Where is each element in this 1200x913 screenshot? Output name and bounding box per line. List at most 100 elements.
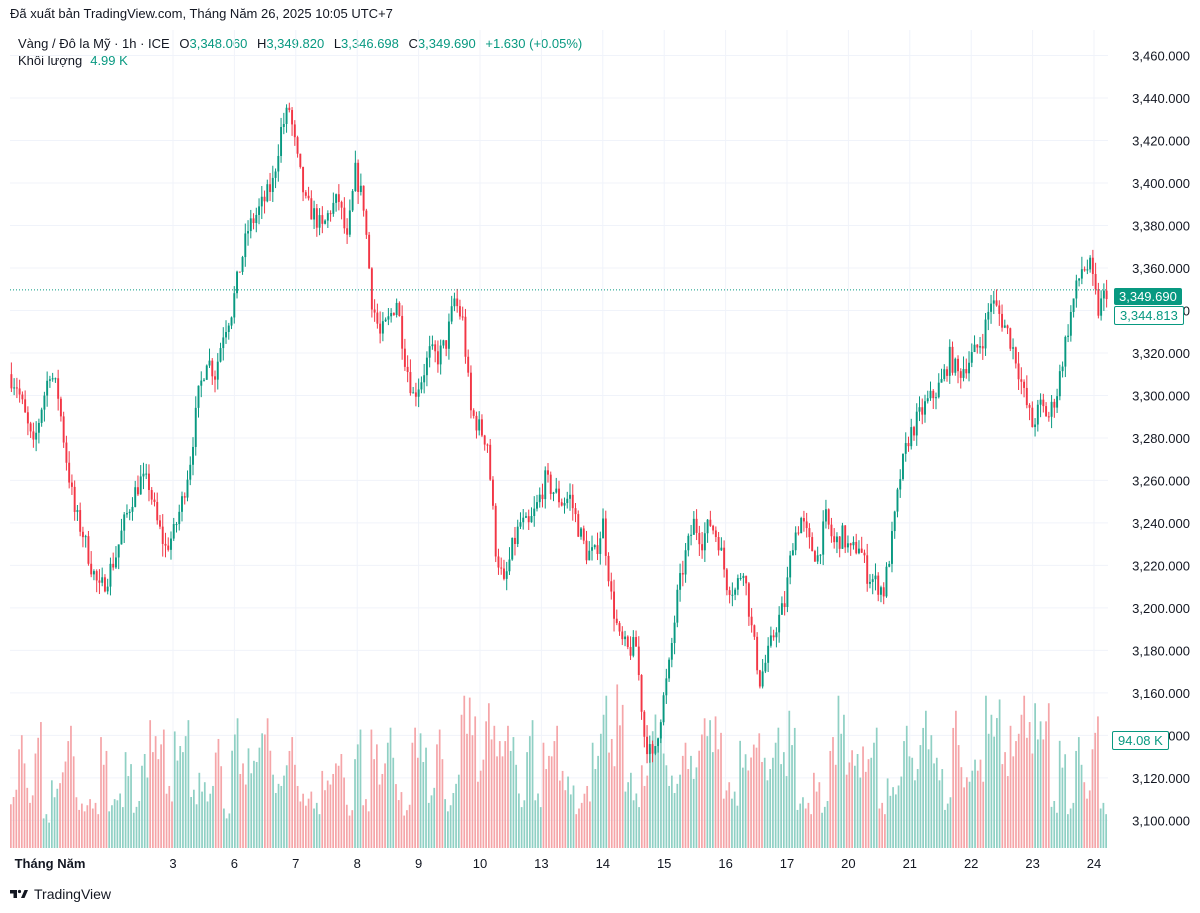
candle-body xyxy=(802,518,805,522)
candle-body xyxy=(913,427,915,436)
volume-bar xyxy=(81,803,83,848)
volume-bar xyxy=(50,780,53,848)
candle-body xyxy=(582,528,585,541)
volume-bar xyxy=(124,752,127,848)
candle-body xyxy=(646,736,649,755)
candle-body xyxy=(750,616,753,626)
volume-bar xyxy=(198,772,201,848)
volume-bar xyxy=(239,773,242,848)
volume-legend[interactable]: Khối lượng 4.99 K xyxy=(18,53,128,68)
candle-body xyxy=(494,505,497,557)
candle-body xyxy=(48,379,51,381)
volume-bar xyxy=(591,742,594,848)
volume-bar xyxy=(717,749,720,848)
price-tick-label: 3,280.000 xyxy=(1132,431,1190,446)
candle-body xyxy=(81,531,84,538)
candle-body xyxy=(145,473,148,475)
candle-body xyxy=(1017,363,1020,380)
volume-bar xyxy=(20,735,23,848)
candle-body xyxy=(359,185,362,192)
volume-bar xyxy=(340,754,343,848)
volume-bar xyxy=(427,802,430,848)
candle-body xyxy=(599,538,602,554)
volume-bar xyxy=(911,757,914,848)
time-tick-label: 9 xyxy=(415,856,422,871)
candle-body xyxy=(329,213,332,215)
volume-bar xyxy=(632,800,635,848)
price-tick-label: 3,380.000 xyxy=(1132,218,1190,233)
candle-body xyxy=(533,508,536,517)
candle-body xyxy=(651,744,654,754)
volume-bar xyxy=(927,749,930,848)
volume-bar xyxy=(132,812,135,848)
volume-bar xyxy=(780,764,782,848)
candle-body xyxy=(957,358,959,372)
volume-bar xyxy=(875,727,878,848)
volume-bar xyxy=(143,754,146,848)
volume-bar xyxy=(97,814,100,848)
volume-bar xyxy=(477,781,479,848)
candle-body xyxy=(987,311,990,320)
candle-body xyxy=(544,470,547,500)
change-value: +1.630 (+0.05%) xyxy=(485,36,583,51)
volume-bar xyxy=(979,759,982,848)
volume-bar xyxy=(793,727,796,848)
volume-bar xyxy=(359,729,362,848)
candle-body xyxy=(431,344,434,347)
candle-body xyxy=(211,360,214,377)
candle-body xyxy=(508,559,511,572)
candle-body xyxy=(332,202,335,214)
volume-bar xyxy=(777,727,780,848)
volume-bar xyxy=(627,782,630,848)
price-axis[interactable]: 3,460.000 3,440.000 3,420.000 3,400.000 3,38… xyxy=(1132,48,1190,828)
time-tick-label: 15 xyxy=(657,856,671,871)
candle-body xyxy=(172,524,175,539)
volume-bar xyxy=(182,752,184,848)
volume-bar xyxy=(121,807,124,848)
candle-body xyxy=(530,516,533,523)
candle-body xyxy=(998,305,1001,314)
volume-bar xyxy=(1105,814,1107,848)
candle-body xyxy=(937,382,940,398)
candle-body xyxy=(335,194,338,203)
candle-body xyxy=(252,218,255,224)
volume-bar xyxy=(569,794,572,848)
volume-bar xyxy=(179,746,182,848)
symbol-label[interactable]: Vàng / Đô la Mỹ · 1h · ICE xyxy=(18,36,170,51)
volume-bar xyxy=(127,776,130,848)
volume-bar xyxy=(542,742,545,848)
volume-bar xyxy=(1072,802,1075,848)
volume-bar xyxy=(460,714,463,848)
candle-body xyxy=(1100,298,1103,316)
candle-body xyxy=(648,744,651,755)
candle-body xyxy=(844,525,847,548)
volume-bar xyxy=(236,718,239,848)
volume-bar xyxy=(761,761,763,848)
tradingview-brand[interactable]: TradingView xyxy=(10,886,111,902)
candle-body xyxy=(321,215,324,224)
candle-body xyxy=(1023,381,1026,388)
volume-bar xyxy=(335,763,337,848)
volume-bar xyxy=(452,793,455,848)
volume-bar xyxy=(1031,753,1034,848)
volume-bar xyxy=(277,783,280,848)
candle-body xyxy=(46,380,49,396)
volume-bar xyxy=(815,791,818,848)
candle-body xyxy=(260,196,263,207)
volume-bar xyxy=(668,785,670,848)
candle-body xyxy=(101,577,104,583)
candle-body xyxy=(434,344,437,352)
candle-body xyxy=(549,474,552,494)
volume-bar xyxy=(845,774,848,848)
volume-bar xyxy=(40,722,42,848)
candle-body xyxy=(181,496,183,512)
volume-bar xyxy=(728,782,731,848)
candle-body xyxy=(227,325,230,333)
volume-bar xyxy=(919,745,922,848)
candle-body xyxy=(222,337,225,349)
volume-bar xyxy=(113,799,116,848)
time-axis[interactable]: Tháng Năm 3 6 7 8 9 10 13 14 15 16 17 20 21 22 23 24 xyxy=(15,856,1102,871)
volume-bar xyxy=(553,741,556,848)
volume-bar xyxy=(447,811,449,848)
